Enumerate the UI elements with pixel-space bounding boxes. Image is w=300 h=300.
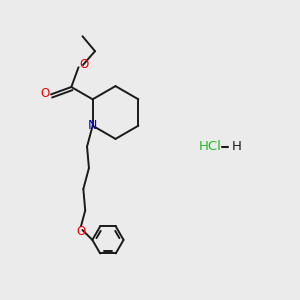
Text: HCl: HCl [199,140,221,154]
Text: H: H [232,140,242,154]
Text: O: O [76,225,86,238]
Text: O: O [79,58,88,71]
Text: N: N [88,119,97,132]
Text: O: O [40,87,50,100]
